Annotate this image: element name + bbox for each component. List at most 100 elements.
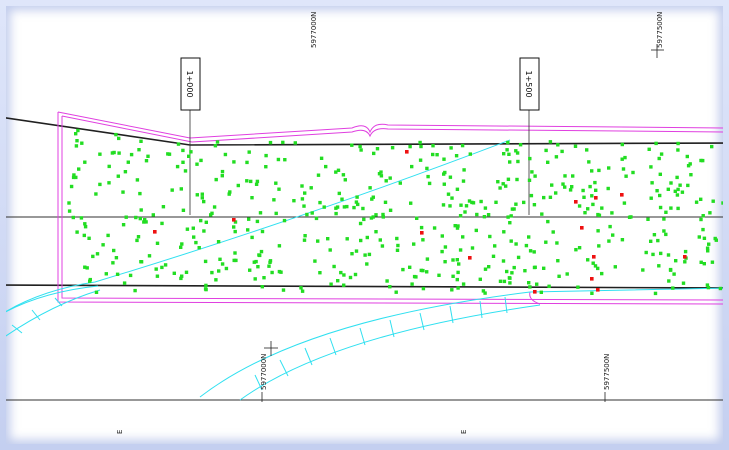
tree-point[interactable] bbox=[658, 193, 662, 198]
tree-point[interactable] bbox=[197, 246, 201, 250]
tree-point[interactable] bbox=[116, 174, 120, 178]
tree-point[interactable] bbox=[181, 208, 186, 212]
tree-point[interactable] bbox=[699, 158, 703, 163]
tree-point[interactable] bbox=[699, 217, 703, 222]
tree-point-flagged[interactable] bbox=[153, 230, 157, 234]
tree-point[interactable] bbox=[381, 212, 385, 217]
tree-point[interactable] bbox=[713, 236, 717, 241]
tree-point[interactable] bbox=[121, 223, 126, 227]
tree-point[interactable] bbox=[123, 170, 128, 174]
tree-point[interactable] bbox=[352, 205, 356, 210]
tree-point[interactable] bbox=[332, 264, 336, 269]
tree-point[interactable] bbox=[563, 185, 567, 189]
tree-point[interactable] bbox=[372, 151, 376, 156]
tree-point[interactable] bbox=[209, 213, 213, 217]
tree-point[interactable] bbox=[600, 271, 604, 276]
tree-point[interactable] bbox=[664, 210, 668, 214]
tree-point[interactable] bbox=[262, 276, 266, 280]
tree-point[interactable] bbox=[363, 253, 367, 257]
tree-point[interactable] bbox=[582, 195, 586, 199]
tree-point[interactable] bbox=[121, 190, 125, 194]
tree-point[interactable] bbox=[710, 260, 715, 264]
tree-point[interactable] bbox=[390, 146, 395, 150]
tree-point-flagged[interactable] bbox=[590, 277, 594, 281]
tree-point[interactable] bbox=[101, 243, 105, 247]
tree-point[interactable] bbox=[590, 169, 594, 173]
tree-point[interactable] bbox=[220, 169, 225, 174]
tree-point[interactable] bbox=[694, 200, 699, 204]
tree-point-flagged[interactable] bbox=[592, 255, 596, 259]
tree-point[interactable] bbox=[143, 218, 147, 222]
tree-point[interactable] bbox=[516, 159, 520, 164]
tree-point[interactable] bbox=[313, 259, 317, 263]
tree-point[interactable] bbox=[303, 234, 307, 238]
tree-point[interactable] bbox=[600, 206, 604, 210]
tree-point[interactable] bbox=[200, 196, 204, 200]
tree-point[interactable] bbox=[659, 152, 664, 156]
tree-point[interactable] bbox=[348, 275, 353, 280]
tree-point[interactable] bbox=[180, 242, 184, 246]
tree-point[interactable] bbox=[410, 282, 414, 286]
tree-point[interactable] bbox=[362, 217, 366, 222]
tree-point[interactable] bbox=[547, 284, 551, 288]
tree-point[interactable] bbox=[509, 239, 513, 243]
tree-point[interactable] bbox=[75, 230, 79, 234]
tree-point[interactable] bbox=[67, 201, 71, 205]
tree-point[interactable] bbox=[144, 159, 149, 163]
tree-point[interactable] bbox=[685, 154, 689, 159]
tree-point[interactable] bbox=[701, 214, 705, 218]
tree-point[interactable] bbox=[418, 140, 422, 145]
tree-point[interactable] bbox=[522, 200, 526, 205]
tree-point[interactable] bbox=[142, 220, 146, 224]
tree-point[interactable] bbox=[350, 143, 354, 147]
tree-point-flagged[interactable] bbox=[574, 200, 578, 204]
tree-point[interactable] bbox=[252, 260, 256, 264]
tree-point[interactable] bbox=[134, 215, 138, 220]
tree-point[interactable] bbox=[613, 265, 617, 269]
tree-point[interactable] bbox=[487, 265, 491, 269]
tree-point[interactable] bbox=[203, 259, 208, 264]
tree-point[interactable] bbox=[651, 252, 655, 257]
tree-point[interactable] bbox=[623, 155, 627, 160]
tree-point[interactable] bbox=[697, 235, 701, 239]
tree-point[interactable] bbox=[479, 199, 483, 204]
tree-point[interactable] bbox=[657, 156, 661, 161]
tree-point[interactable] bbox=[384, 179, 388, 183]
tree-point[interactable] bbox=[343, 178, 347, 182]
tree-point[interactable] bbox=[506, 140, 510, 145]
tree-point[interactable] bbox=[568, 188, 573, 192]
tree-point[interactable] bbox=[450, 196, 454, 200]
tree-point[interactable] bbox=[432, 226, 437, 230]
tree-point[interactable] bbox=[641, 268, 645, 272]
tree-point[interactable] bbox=[395, 236, 399, 241]
tree-point[interactable] bbox=[671, 286, 675, 290]
tree-point[interactable] bbox=[293, 141, 297, 145]
tree-point[interactable] bbox=[80, 141, 84, 145]
tree-point[interactable] bbox=[437, 273, 441, 277]
tree-point[interactable] bbox=[359, 148, 363, 152]
tree-point[interactable] bbox=[557, 274, 561, 278]
tree-point[interactable] bbox=[83, 222, 87, 226]
tree-point[interactable] bbox=[281, 140, 285, 145]
tree-point[interactable] bbox=[87, 236, 91, 240]
tree-point[interactable] bbox=[706, 285, 711, 290]
tree-point[interactable] bbox=[506, 177, 511, 181]
tree-point[interactable] bbox=[514, 149, 518, 153]
tree-point[interactable] bbox=[128, 273, 133, 278]
tree-point[interactable] bbox=[334, 170, 338, 174]
tree-point[interactable] bbox=[442, 157, 446, 161]
tree-point[interactable] bbox=[446, 192, 451, 196]
tree-point[interactable] bbox=[204, 287, 208, 292]
tree-point[interactable] bbox=[653, 291, 658, 296]
tree-point[interactable] bbox=[524, 243, 529, 248]
tree-point[interactable] bbox=[474, 228, 478, 233]
tree-point[interactable] bbox=[185, 227, 190, 231]
tree-point[interactable] bbox=[456, 270, 460, 275]
tree-point[interactable] bbox=[508, 276, 512, 280]
tree-point[interactable] bbox=[398, 181, 402, 185]
tree-point[interactable] bbox=[302, 238, 307, 242]
tree-point[interactable] bbox=[322, 205, 326, 209]
tree-point[interactable] bbox=[281, 288, 286, 292]
tree-point[interactable] bbox=[256, 265, 260, 269]
tree-point[interactable] bbox=[379, 174, 384, 178]
